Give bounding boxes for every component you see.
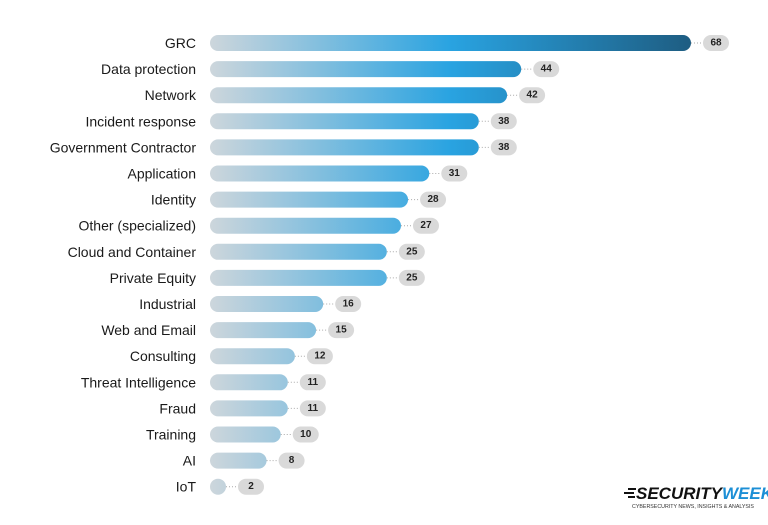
value-pill: [412, 217, 439, 234]
bar: [210, 139, 479, 156]
bar: [210, 217, 401, 234]
value-pill: [533, 61, 560, 78]
category-label: GRC: [165, 35, 196, 51]
logo-brand-accent: WEEK: [722, 484, 768, 503]
value-pill: [490, 113, 517, 130]
category-label: Fraud: [159, 400, 196, 416]
value-label: 16: [343, 299, 355, 310]
value-label: 38: [498, 116, 510, 127]
logo: SECURITYWEEK CYBERSECURITY NEWS, INSIGHT…: [624, 484, 768, 510]
value-label: 11: [308, 377, 319, 388]
value-label: 28: [427, 194, 439, 205]
value-pill: [292, 426, 319, 443]
category-label: Industrial: [139, 296, 196, 312]
bar: [210, 400, 288, 417]
bar: [210, 61, 522, 78]
bar: [210, 296, 324, 312]
value-pill: [299, 400, 326, 417]
value-pill: [335, 296, 362, 312]
bar: [210, 322, 317, 339]
category-label: Training: [146, 427, 196, 443]
value-pill: [278, 452, 305, 469]
category-label: Data protection: [101, 61, 196, 77]
category-label: Web and Email: [101, 322, 196, 338]
value-label: 10: [300, 429, 312, 440]
value-label: 44: [541, 64, 553, 75]
category-label: Identity: [151, 192, 196, 208]
bar: [210, 113, 479, 130]
value-pill: [490, 139, 517, 156]
value-label: 12: [314, 351, 326, 362]
logo-brand: SECURITYWEEK: [636, 484, 768, 503]
category-label: Other (specialized): [79, 218, 197, 234]
value-label: 11: [308, 403, 319, 414]
bar: [210, 426, 281, 443]
value-label: 2: [248, 481, 254, 492]
category-label: Network: [145, 87, 197, 103]
category-label: Consulting: [130, 348, 196, 364]
value-pill: [519, 87, 546, 104]
bar: [210, 452, 267, 469]
bar: [210, 191, 409, 208]
logo-brand-main: SECURITY: [636, 484, 724, 503]
bar: [210, 269, 387, 286]
category-label: Incident response: [85, 113, 196, 129]
value-label: 38: [498, 142, 510, 153]
category-label: Government Contractor: [50, 139, 197, 155]
value-label: 25: [406, 272, 418, 283]
value-pill: [398, 269, 425, 286]
category-label: Threat Intelligence: [81, 374, 196, 390]
value-pill: [703, 35, 729, 51]
category-label: Cloud and Container: [68, 244, 197, 260]
value-pill: [306, 348, 333, 365]
category-label: Application: [128, 166, 197, 182]
value-label: 8: [289, 455, 295, 466]
value-pill: [441, 165, 468, 182]
bar: [210, 243, 387, 260]
bar: [210, 348, 295, 365]
logo-icon: [624, 488, 636, 498]
bar: [210, 87, 508, 104]
bar: [210, 374, 288, 391]
category-label: Private Equity: [110, 270, 196, 286]
value-label: 25: [406, 246, 418, 257]
value-label: 15: [336, 325, 348, 336]
value-pill: [328, 322, 355, 339]
bar: [210, 165, 430, 182]
value-pill: [299, 374, 326, 391]
value-label: 42: [527, 90, 539, 101]
bar: [210, 35, 691, 51]
value-pill: [398, 243, 425, 260]
value-label: 68: [710, 38, 722, 49]
value-pill: [238, 478, 264, 495]
category-label: AI: [183, 453, 196, 469]
value-label: 31: [449, 168, 461, 179]
category-label: IoT: [176, 479, 197, 495]
value-pill: [420, 191, 447, 208]
logo-tagline: CYBERSECURITY NEWS, INSIGHTS & ANALYSIS: [632, 504, 754, 510]
value-label: 27: [420, 220, 432, 231]
bar: [210, 478, 226, 495]
